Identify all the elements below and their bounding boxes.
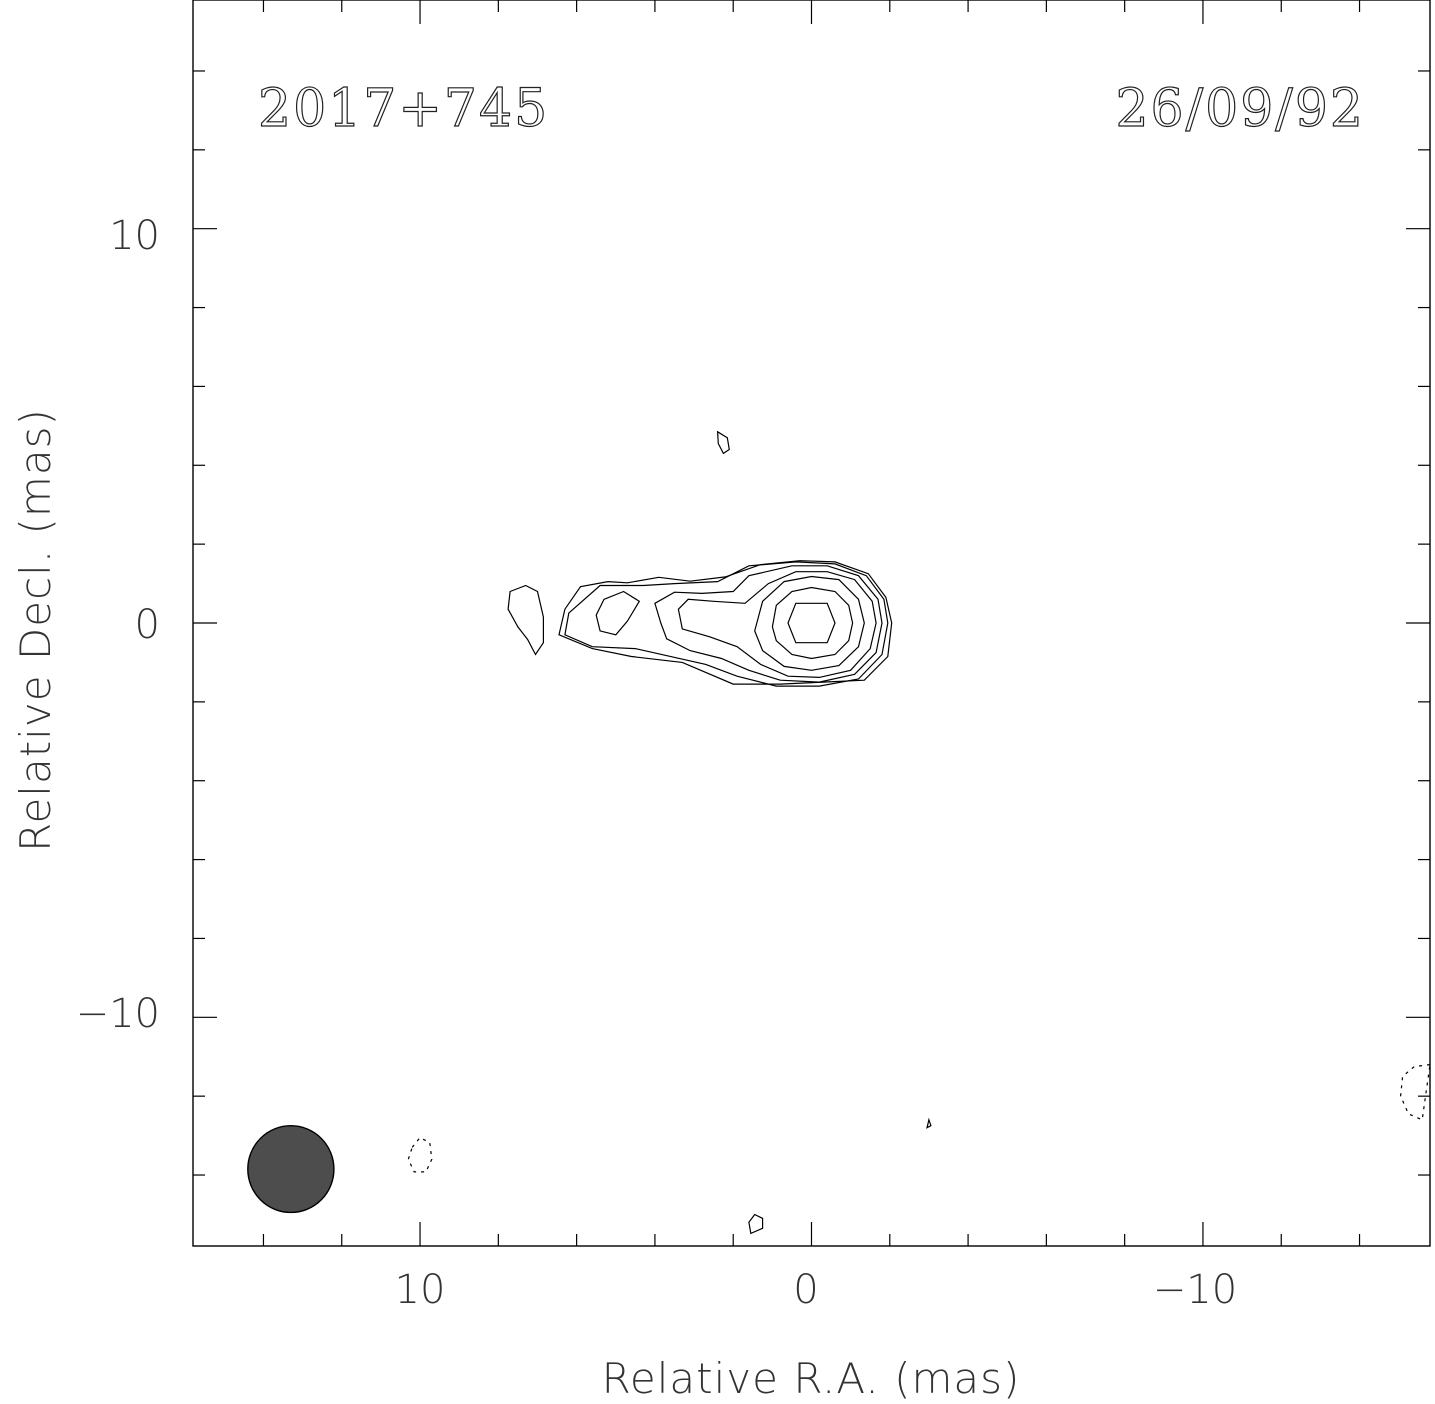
y-tick-label-0: 0 [135,602,160,648]
contour-level-7 [558,560,893,685]
x-axis-label: Relative R.A. (mas) [602,1354,1021,1403]
contour-level-0 [787,602,836,644]
contour-level-11 [926,1117,932,1129]
source-name-label: 2017+745 [258,79,549,139]
contour-level-4 [654,565,883,683]
negative-contour-12 [407,1136,433,1173]
x-tick-label-0: 0 [793,1267,818,1313]
contour-level-3 [677,571,877,679]
plot-frame [192,0,1431,1247]
contour-lines [407,430,1431,1235]
negative-contour-13 [1399,1063,1431,1121]
contour-level-10 [748,1213,764,1235]
x-tick-label-10: 10 [395,1267,446,1313]
y-tick-label-10: 10 [109,213,160,259]
contour-level-1 [771,586,854,660]
epoch-date-label: 26/09/92 [1115,79,1365,139]
x-tick-label-minus-10: −10 [1153,1267,1237,1313]
beam-ellipse [247,1125,335,1214]
contour-level-6 [564,561,889,687]
contour-level-9 [716,430,730,455]
y-axis-label: Relative Decl. (mas) [11,408,60,852]
contour-level-5 [595,590,641,636]
contour-level-2 [754,575,865,671]
contour-level-8 [507,584,545,656]
minor-ticks [193,0,1430,1246]
y-tick-label-minus-10: −10 [76,991,160,1037]
